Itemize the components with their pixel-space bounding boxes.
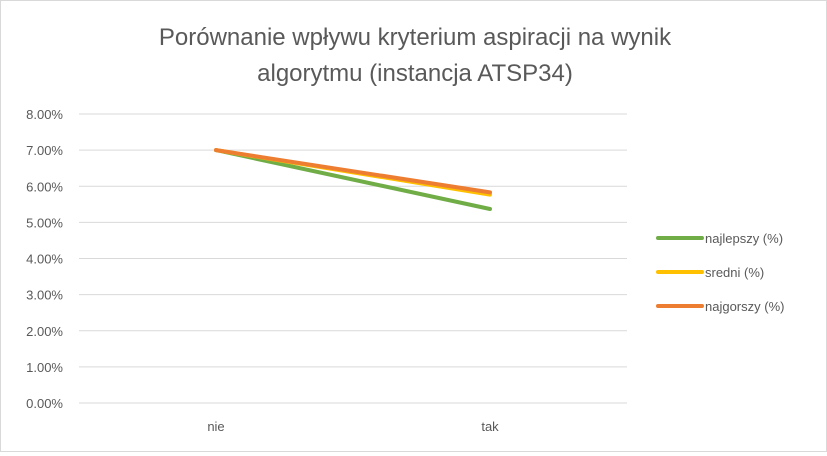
legend-label: najgorszy (%) — [705, 299, 784, 314]
y-axis-tick-labels: 0.00% 1.00% 2.00% 3.00% 4.00% 5.00% 6.00% 7.00%… — [26, 107, 63, 411]
y-tick-label: 2.00% — [26, 324, 63, 339]
x-tick-label: tak — [481, 419, 499, 434]
y-tick-label: 0.00% — [26, 396, 63, 411]
x-tick-label: nie — [207, 419, 224, 434]
y-tick-label: 3.00% — [26, 288, 63, 303]
y-tick-label: 7.00% — [26, 143, 63, 158]
y-tick-label: 1.00% — [26, 360, 63, 375]
y-tick-label: 8.00% — [26, 107, 63, 122]
series-lines — [214, 148, 492, 211]
x-axis-tick-labels: nie tak — [207, 419, 499, 434]
y-tick-label: 4.00% — [26, 252, 63, 267]
chart-title: Porównanie wpływu kryterium aspiracji na… — [159, 24, 672, 87]
y-tick-label: 5.00% — [26, 215, 63, 230]
chart-title-line-2: algorytmu (instancja ATSP34) — [257, 60, 573, 87]
y-tick-label: 6.00% — [26, 179, 63, 194]
legend: najlepszy (%) sredni (%) najgorszy (%) — [656, 231, 784, 314]
legend-label: najlepszy (%) — [705, 231, 783, 246]
series-line-najgorszy — [214, 148, 492, 195]
series-line-najlepszy — [214, 148, 492, 211]
gridlines — [79, 113, 627, 404]
legend-label: sredni (%) — [705, 265, 764, 280]
chart-title-line-1: Porównanie wpływu kryterium aspiracji na… — [159, 24, 672, 51]
